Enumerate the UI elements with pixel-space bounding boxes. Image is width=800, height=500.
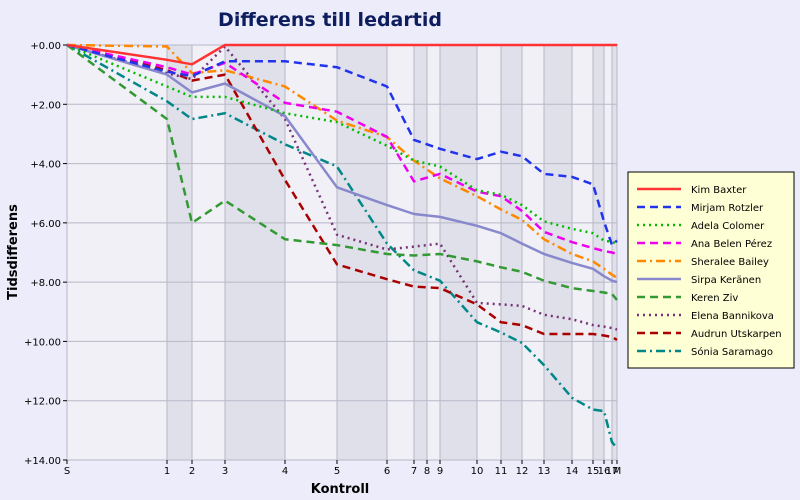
grid-band bbox=[544, 45, 572, 460]
legend-entry: Adela Colomer bbox=[691, 221, 765, 232]
legend-entry: Mirjam Rotzler bbox=[691, 203, 764, 214]
series-line-sheralee-bailey bbox=[66, 43, 618, 279]
x-tick-label: M bbox=[613, 466, 622, 477]
grid-band bbox=[167, 45, 192, 460]
grid-band bbox=[440, 45, 477, 460]
x-tick-label: 1 bbox=[164, 466, 170, 477]
series-line-elena-bannikova bbox=[66, 43, 618, 331]
y-tick-label: +12.00 bbox=[24, 397, 61, 408]
y-axis-label: Tidsdifferens bbox=[6, 204, 21, 300]
y-tick-label: +10.00 bbox=[24, 337, 61, 348]
x-tick-label: 15 bbox=[587, 466, 600, 477]
grid-band bbox=[593, 45, 604, 460]
x-tick-label: 13 bbox=[538, 466, 551, 477]
legend-entry: Sheralee Bailey bbox=[691, 257, 769, 268]
legend-entry: Audrun Utskarpen bbox=[691, 329, 782, 340]
x-tick-label: 11 bbox=[495, 466, 508, 477]
y-tick-label: +2.00 bbox=[30, 100, 61, 111]
x-tick-label: 14 bbox=[566, 466, 579, 477]
x-tick-label: 10 bbox=[471, 466, 484, 477]
grid-band bbox=[337, 45, 387, 460]
x-tick-label: 3 bbox=[222, 466, 228, 477]
y-tick-label: +4.00 bbox=[30, 160, 61, 171]
grid-band bbox=[501, 45, 522, 460]
series-line-keren-ziv bbox=[66, 43, 618, 301]
series-line-sirpa-ker-nen bbox=[66, 43, 618, 284]
legend-entry: Elena Bannikova bbox=[691, 311, 774, 322]
x-tick-label: 2 bbox=[189, 466, 195, 477]
legend: Kim Baxter Mirjam Rotzler Adela Colomer Ana… bbox=[627, 171, 795, 369]
x-tick-label: 9 bbox=[437, 466, 443, 477]
y-tick-label: +14.00 bbox=[24, 456, 61, 467]
y-tick-label: +6.00 bbox=[30, 219, 61, 230]
chart-title: Differens till ledartid bbox=[218, 9, 442, 31]
x-tick-label: 17 bbox=[606, 466, 619, 477]
legend-box bbox=[627, 171, 795, 369]
series-line-kim-baxter bbox=[66, 43, 617, 66]
x-tick-label: 4 bbox=[282, 466, 288, 477]
x-tick-label: 12 bbox=[516, 466, 529, 477]
legend-entry: Sónia Saramago bbox=[691, 346, 773, 358]
y-tick-label: +8.00 bbox=[30, 278, 61, 289]
grid-band bbox=[225, 45, 285, 460]
series-line-s-nia-saramago bbox=[66, 43, 618, 449]
grid-band bbox=[414, 45, 427, 460]
series-line-adela-colomer bbox=[66, 43, 618, 245]
x-tick-label: 6 bbox=[384, 466, 390, 477]
x-axis-label: Kontroll bbox=[311, 482, 370, 497]
x-tick-label: 5 bbox=[334, 466, 340, 477]
series-line-mirjam-rotzler bbox=[66, 43, 618, 247]
legend-entry: Keren Ziv bbox=[691, 293, 738, 304]
x-tick-label: S bbox=[64, 466, 70, 477]
x-tick-label: 7 bbox=[411, 466, 417, 477]
legend-entry: Ana Belen Pérez bbox=[691, 238, 772, 250]
y-tick-label: +0.00 bbox=[30, 41, 61, 52]
legend-entry: Sirpa Keränen bbox=[691, 275, 761, 286]
x-tick-label: 8 bbox=[424, 466, 430, 477]
series-line-audrun-utskarpen bbox=[66, 43, 618, 341]
x-tick-label: 16 bbox=[598, 466, 611, 477]
legend-entry: Kim Baxter bbox=[691, 185, 747, 196]
